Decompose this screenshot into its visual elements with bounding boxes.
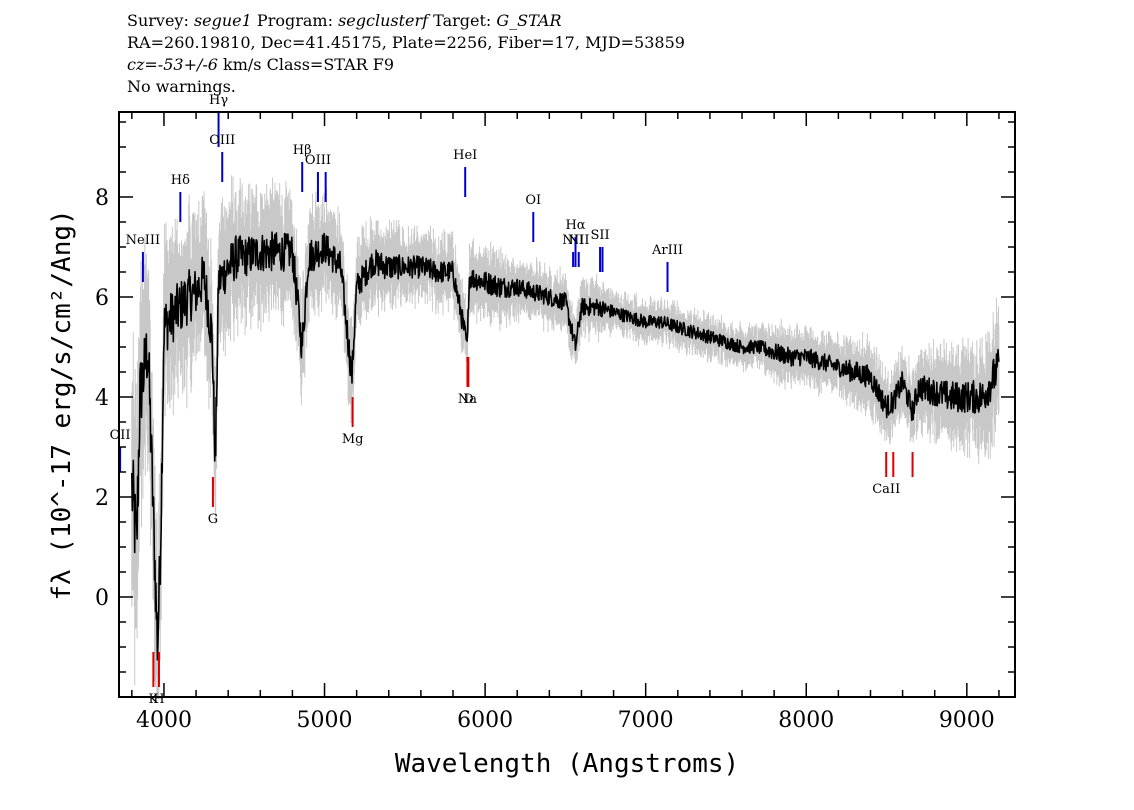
absorption-line-label: D bbox=[463, 392, 473, 407]
class-text: Class=STAR F9 bbox=[266, 55, 395, 74]
emission-line-label: NII bbox=[568, 233, 590, 248]
x-tick-label: 4000 bbox=[136, 708, 192, 733]
target-label: Target: bbox=[433, 11, 492, 30]
flux-series-line bbox=[131, 231, 1000, 661]
survey-value: segue1 bbox=[193, 11, 252, 30]
emission-line-label: ArIII bbox=[651, 243, 683, 258]
cz-value: -53+/-6 bbox=[157, 55, 218, 74]
y-tick-label: 8 bbox=[95, 186, 109, 211]
emission-line-label: NeIII bbox=[126, 233, 160, 248]
x-axis-title: Wavelength (Angstroms) bbox=[395, 749, 739, 779]
x-tick-label: 9000 bbox=[939, 708, 995, 733]
absorption-line-label: G bbox=[208, 512, 218, 527]
absorption-line-label: Mg bbox=[342, 432, 364, 447]
emission-line-label: HeI bbox=[453, 148, 477, 163]
emission-line-label: Hβ bbox=[293, 143, 312, 158]
header-line-coordinates: RA=260.19810, Dec=41.45175, Plate=2256, … bbox=[127, 33, 685, 52]
flux-line-layer bbox=[131, 231, 1000, 661]
emission-line-label: OI bbox=[525, 193, 541, 208]
header-line-redshift: cz=-53+/-6 km/s Class=STAR F9 bbox=[127, 54, 685, 76]
cz-unit: km/s bbox=[223, 55, 262, 74]
header-line-survey: Survey: segue1 Program: segclusterf Targ… bbox=[127, 10, 685, 32]
emission-line-label: Hγ bbox=[209, 93, 228, 108]
y-axis-title: fλ (10^-17 erg/s/cm²/Ang) bbox=[47, 209, 77, 600]
target-value: G_STAR bbox=[496, 11, 562, 30]
emission-line-label: Hδ bbox=[171, 173, 190, 188]
emission-line-label: OII bbox=[110, 428, 131, 443]
absorption-line-label: K bbox=[149, 692, 159, 707]
spectrum-header: Survey: segue1 Program: segclusterf Targ… bbox=[127, 10, 685, 98]
y-tick-label: 2 bbox=[95, 486, 109, 511]
x-tick-label: 5000 bbox=[297, 708, 353, 733]
program-label: Program: bbox=[256, 11, 333, 30]
survey-label: Survey: bbox=[127, 11, 189, 30]
plot-frame bbox=[118, 111, 1016, 698]
header-line-warnings: No warnings. bbox=[127, 77, 236, 96]
emission-line-label: SII bbox=[590, 228, 609, 243]
absorption-line-label: Na bbox=[458, 392, 477, 407]
x-tick-label: 6000 bbox=[457, 708, 513, 733]
absorption-line-label: CaII bbox=[872, 482, 900, 497]
y-tick-label: 4 bbox=[95, 386, 109, 411]
emission-line-label: NII bbox=[562, 233, 584, 248]
y-tick-label: 0 bbox=[95, 586, 109, 611]
absorption-line-label: H bbox=[153, 692, 164, 707]
emission-line-label: OIII bbox=[209, 133, 235, 148]
y-tick-label: 6 bbox=[95, 286, 109, 311]
x-tick-label: 8000 bbox=[778, 708, 834, 733]
cz-label: cz= bbox=[127, 55, 158, 74]
x-tick-label: 7000 bbox=[618, 708, 674, 733]
program-value: segclusterf bbox=[338, 11, 429, 30]
emission-line-label: OIII bbox=[305, 153, 331, 168]
emission-line-label: Hα bbox=[565, 218, 585, 233]
axis-ticks: 4000 5000 6000 7000 8000 9000 0 2 4 6 8 bbox=[95, 112, 1015, 733]
